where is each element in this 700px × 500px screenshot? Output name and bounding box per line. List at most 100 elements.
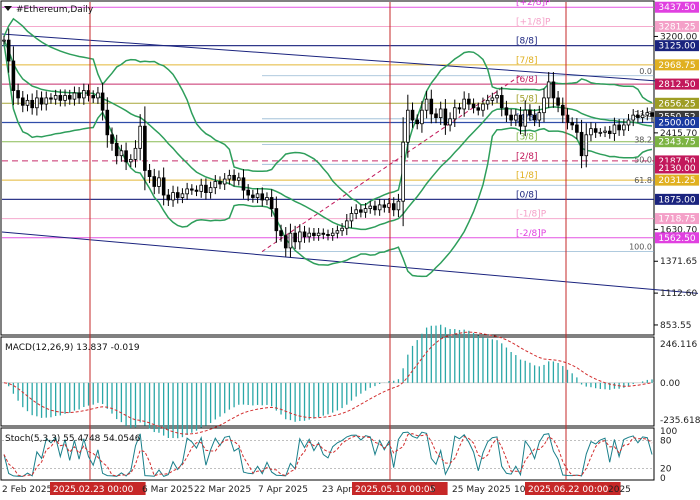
price-tag-label: 2130.00 [658, 164, 695, 174]
candle-body [124, 150, 128, 163]
price-axis: 3200.00 2415.70 1630.70 1371.65 1112.60 853.5… [654, 32, 700, 484]
candle-body [204, 184, 208, 193]
date-label: 10 [514, 485, 526, 495]
candle-body [246, 189, 250, 196]
chart-title: #Ethereum,Daily [16, 5, 94, 15]
candle-body [537, 112, 542, 121]
candle-body [349, 213, 354, 222]
price-tag-box [655, 40, 699, 52]
candle-body [617, 124, 621, 131]
date-marker-box [352, 482, 448, 495]
price-tick-label: 853.55 [660, 321, 692, 331]
candle-body [354, 209, 358, 214]
candle-body [298, 231, 302, 243]
candle-body [152, 176, 157, 187]
candle-body [175, 192, 180, 198]
candle-body [556, 97, 560, 106]
candle-body [391, 203, 396, 211]
candle-body [645, 112, 650, 116]
candle-body [326, 233, 330, 237]
price-tag-box [655, 193, 699, 205]
candle-body [213, 181, 218, 189]
price-tags: 3437.50 3281.25 3125.00 2968.75 2812.50 2656.… [655, 1, 699, 244]
candle-body [363, 208, 368, 213]
candle-body [509, 114, 513, 121]
murray-label: [2/8] [516, 152, 538, 162]
price-tag-label: 3125.00 [658, 42, 695, 52]
price-tag-box [655, 97, 699, 109]
candle-body [208, 187, 213, 193]
macd-tick-label: 246.116 [660, 340, 697, 350]
candle-body [312, 232, 316, 237]
price-tag-box [655, 213, 699, 225]
stoch-tick-label: 100 [660, 427, 677, 437]
date-label: 25 May 2025 [452, 485, 511, 495]
murray-levels: [+2/8]P[+1/8]P[8/8][7/8][6/8][5/8][4/8][… [2, 0, 654, 239]
candle-body [452, 107, 457, 120]
price-tag-box [655, 162, 699, 174]
price-tag-box [655, 110, 699, 122]
candle-body [344, 220, 349, 229]
price-tag-box [655, 78, 699, 90]
date-label: 22 Mar 2025 [194, 485, 251, 495]
stoch-k-line [3, 431, 653, 478]
candle-body [401, 141, 405, 202]
macd-pane [2, 324, 654, 439]
candle-body [490, 97, 495, 101]
candle-body [575, 124, 579, 133]
candle-body [330, 232, 335, 237]
murray-label: [8/8] [516, 37, 538, 47]
candle-body [143, 125, 147, 171]
candle-body [110, 134, 114, 144]
candle-body [359, 209, 363, 213]
price-tag-label: 2343.75 [658, 138, 695, 148]
candle-body [91, 95, 96, 99]
price-tag-label: 2656.25 [658, 99, 695, 109]
candle-body [650, 112, 654, 117]
fib-label: 61.8 [634, 176, 652, 185]
candle-body [570, 122, 574, 126]
date-label: 23 Apr [322, 485, 352, 495]
candle-body [190, 188, 194, 191]
candle-body [185, 188, 189, 195]
candle-body [640, 114, 645, 118]
candle-body [546, 81, 551, 99]
date-label: 7 Apr 2025 [258, 485, 308, 495]
price-tick-label: 3200.00 [660, 32, 697, 42]
fib-label: 38.2 [634, 136, 652, 145]
murray-label: [7/8] [516, 56, 538, 66]
candle-body [58, 95, 63, 101]
murray-label: [0/8] [516, 190, 538, 200]
candle-body [481, 103, 485, 111]
candle-body [100, 92, 105, 111]
price-tag-label: 1718.75 [658, 215, 695, 225]
candle-body [180, 193, 185, 198]
candle-body [67, 95, 72, 100]
candle-body [476, 107, 481, 111]
candle-body [222, 178, 227, 185]
candle-body [77, 92, 81, 99]
price-tag-box [655, 20, 699, 32]
candle-body [485, 99, 490, 105]
candle-body [462, 98, 466, 110]
candle-body [194, 189, 199, 192]
price-tick-label: 1371.65 [660, 257, 697, 267]
date-label: 5 [430, 485, 436, 495]
title-triangle-icon [4, 6, 12, 11]
candle-body [514, 114, 518, 121]
candle-body [593, 128, 598, 133]
candle-body [499, 95, 504, 109]
candle-body [39, 97, 44, 105]
fib-label: 0.0 [639, 67, 652, 76]
candle-body [157, 177, 161, 187]
candle-body [114, 143, 119, 157]
trend-line-upper [1, 33, 655, 82]
candle-body [424, 98, 429, 111]
candle-body [283, 235, 288, 249]
candle-body [471, 103, 476, 109]
price-tag-box [655, 117, 699, 129]
candle-body [2, 39, 6, 42]
stoch-tick-label: 80 [660, 436, 672, 446]
fib-label: 100.0 [629, 243, 652, 252]
candle-body [279, 230, 283, 237]
